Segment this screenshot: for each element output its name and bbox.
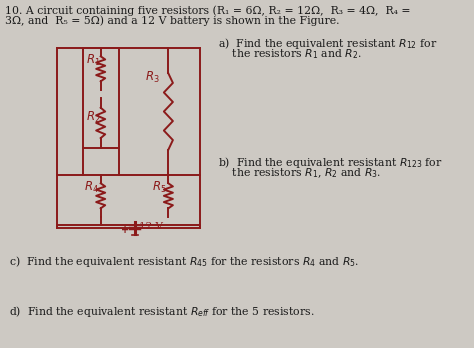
Text: the resistors $R_1$ and $R_2$.: the resistors $R_1$ and $R_2$. [218,47,362,61]
Text: +: + [121,224,129,235]
Text: c)  Find the equivalent resistant $R_{45}$ for the resistors $R_4$ and $R_5$.: c) Find the equivalent resistant $R_{45}… [9,254,359,269]
Text: the resistors $R_1$, $R_2$ and $R_3$.: the resistors $R_1$, $R_2$ and $R_3$. [218,166,381,180]
Text: $R_2$: $R_2$ [86,110,101,125]
Text: 3Ω, and  R₅ = 5Ω) and a 12 V battery is shown in the Figure.: 3Ω, and R₅ = 5Ω) and a 12 V battery is s… [5,15,339,26]
Text: 10. A circuit containing five resistors (R₁ = 6Ω, R₂ = 12Ω,  R₃ = 4Ω,  R₄ =: 10. A circuit containing five resistors … [5,5,410,16]
Text: $R_4$: $R_4$ [84,180,100,195]
Text: 12 V: 12 V [139,222,164,231]
Text: d)  Find the equivalent resistant $R_{eff}$ for the 5 resistors.: d) Find the equivalent resistant $R_{eff… [9,304,314,319]
Text: $R_1$: $R_1$ [86,53,101,68]
Text: $R_5$: $R_5$ [152,180,167,195]
Text: $R_3$: $R_3$ [145,70,160,85]
Text: a)  Find the equivalent resistant $R_{12}$ for: a) Find the equivalent resistant $R_{12}… [218,36,438,51]
Text: b)  Find the equivalent resistant $R_{123}$ for: b) Find the equivalent resistant $R_{123… [218,155,443,170]
